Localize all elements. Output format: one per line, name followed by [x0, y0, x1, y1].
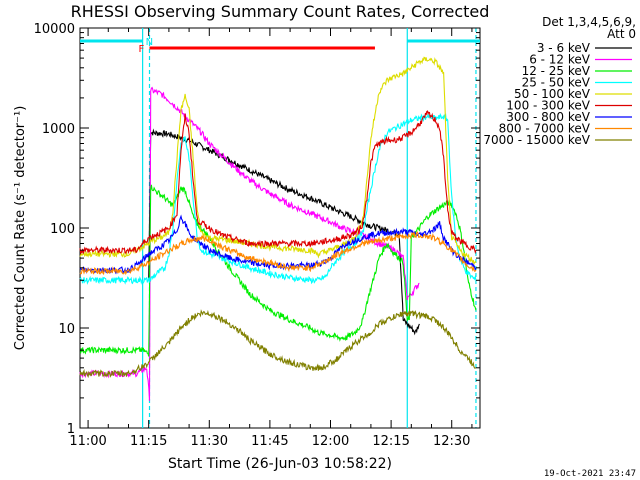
- legend-entry-label: 3 - 6 keV: [537, 41, 591, 55]
- x-axis-ticks: 11:00 11:15 11:30 11:45 12:00 12:15 12:30: [69, 28, 473, 449]
- legend-entry-label: 100 - 300 keV: [506, 99, 590, 113]
- chart-title: RHESSI Observing Summary Count Rates, Co…: [71, 2, 490, 21]
- series-line-7: [79, 231, 477, 276]
- series-line-0: [148, 128, 420, 336]
- y-tick-label: 1: [67, 422, 75, 437]
- legend-entry-label: 25 - 50 keV: [522, 76, 591, 90]
- legend-entry-label: 7000 - 15000 keV: [483, 133, 590, 147]
- timestamp: 19-Oct-2021 23:47: [544, 469, 636, 479]
- y-tick-label: 100: [50, 222, 75, 237]
- x-tick-label: 11:30: [191, 434, 228, 449]
- x-tick-label: 12:00: [312, 434, 349, 449]
- x-tick-label: 11:00: [69, 434, 106, 449]
- x-tick-label: 12:30: [433, 434, 470, 449]
- flag-label-N: N: [146, 37, 153, 48]
- y-tick-label: 1000: [42, 122, 75, 137]
- y-tick-label: 10: [58, 322, 75, 337]
- y-axis-ticks: 1 10 100 1000 10000: [34, 22, 480, 437]
- legend-header-line-1: Det 1,3,4,5,6,9,: [542, 15, 636, 29]
- series-line-8: [79, 309, 477, 379]
- y-axis-label: Corrected Count Rate (s⁻¹ detector⁻¹): [13, 106, 28, 351]
- flags-layer: NF: [80, 37, 480, 55]
- x-tick-label: 11:45: [251, 434, 288, 449]
- legend-header-line-2: Att 0: [607, 27, 636, 41]
- series-line-4: [79, 56, 477, 266]
- legend-entry-label: 50 - 100 keV: [514, 87, 591, 101]
- legend-entry-label: 800 - 7000 keV: [499, 122, 591, 136]
- legend-entry-label: 12 - 25 keV: [522, 64, 591, 78]
- series-layer: [79, 56, 477, 401]
- series-line-2: [79, 184, 477, 357]
- x-tick-label: 12:15: [372, 434, 409, 449]
- flag-label-F: F: [138, 44, 144, 55]
- x-axis-label: Start Time (26-Jun-03 10:58:22): [168, 456, 392, 472]
- legend-entry-label: 6 - 12 keV: [529, 53, 591, 67]
- y-tick-label: 10000: [34, 22, 75, 37]
- series-line-5: [79, 110, 477, 255]
- series-line-1: [79, 86, 420, 401]
- series-line-3: [79, 112, 477, 285]
- x-tick-label: 11:15: [130, 434, 167, 449]
- legend-entry-label: 300 - 800 keV: [506, 110, 590, 124]
